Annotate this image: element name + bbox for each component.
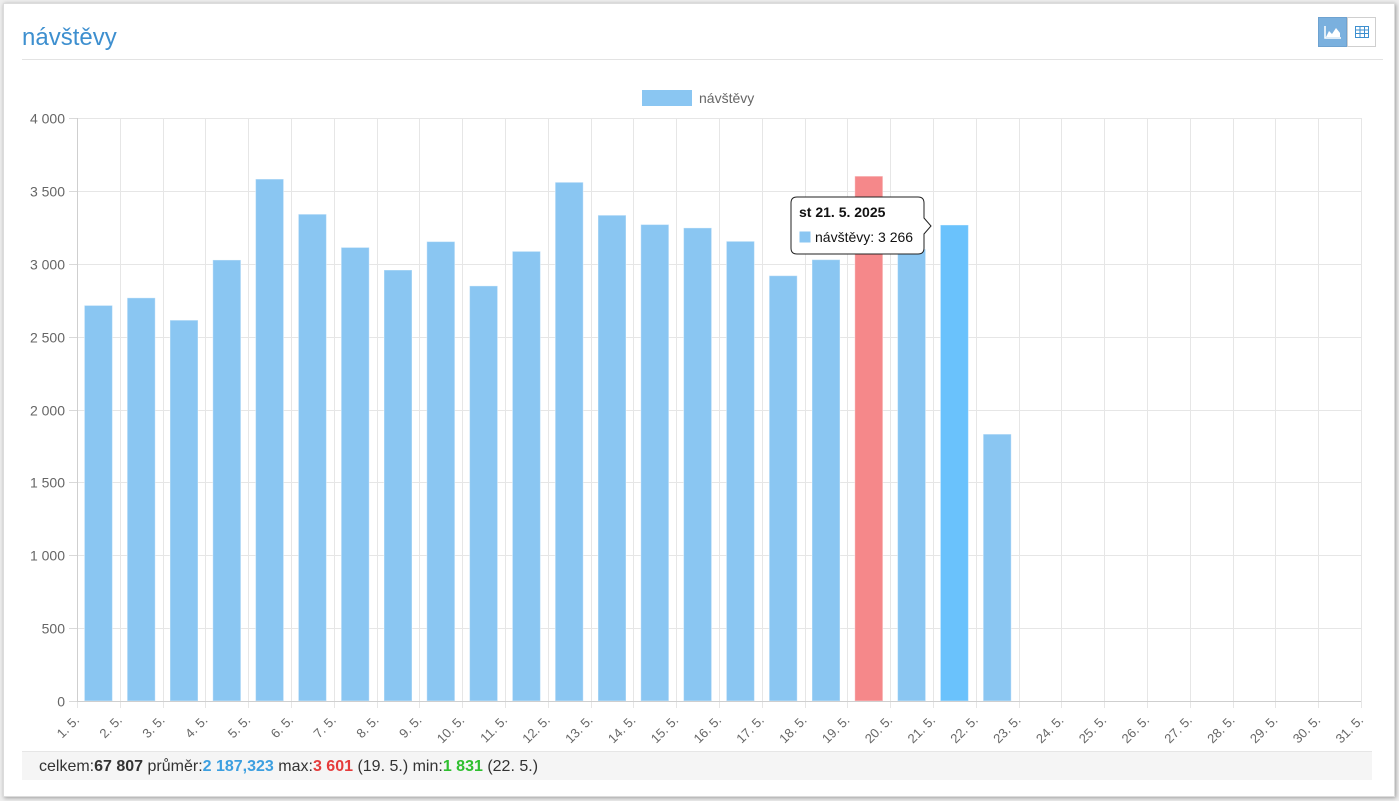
tooltip-box bbox=[790, 196, 932, 255]
legend-swatch bbox=[642, 90, 692, 106]
tooltip-swatch bbox=[798, 230, 812, 244]
chart-bar[interactable] bbox=[554, 181, 584, 702]
x-tick-label: 4. 5. bbox=[182, 713, 210, 741]
x-tick-label: 10. 5. bbox=[434, 713, 468, 747]
total-label: celkem: bbox=[39, 758, 95, 775]
chart-bar[interactable] bbox=[511, 250, 541, 702]
y-tick-label: 2 000 bbox=[30, 403, 65, 419]
x-tick-label: 11. 5. bbox=[477, 713, 510, 746]
x-tick-label: 15. 5. bbox=[648, 713, 682, 747]
title-divider bbox=[22, 59, 1383, 60]
chart-bar[interactable] bbox=[255, 178, 285, 702]
chart-legend[interactable]: návštěvy bbox=[642, 90, 754, 106]
min-value: 1 831 bbox=[442, 758, 483, 775]
y-tick-label: 4 000 bbox=[30, 111, 65, 127]
chart-bar[interactable] bbox=[383, 269, 413, 702]
chart-bar[interactable] bbox=[683, 227, 713, 702]
chart-bar[interactable] bbox=[982, 433, 1012, 702]
y-tick-label: 1 000 bbox=[30, 548, 65, 564]
max-date: (19. 5.) bbox=[357, 758, 409, 775]
area-chart-icon bbox=[1323, 26, 1341, 39]
total-value: 67 807 bbox=[94, 758, 144, 775]
chart-bar[interactable] bbox=[340, 246, 370, 702]
tooltip-title: st 21. 5. 2025 bbox=[799, 204, 886, 220]
x-tick-label: 6. 5. bbox=[268, 713, 296, 741]
chart-bar[interactable] bbox=[640, 224, 670, 702]
x-tick-label: 20. 5. bbox=[862, 713, 896, 747]
y-tick-label: 3 000 bbox=[30, 257, 65, 273]
x-tick-label: 27. 5. bbox=[1161, 713, 1195, 747]
panel-title: návštěvy bbox=[22, 24, 117, 51]
x-tick-label: 30. 5. bbox=[1290, 713, 1324, 747]
chart-bar[interactable] bbox=[725, 240, 755, 702]
chart-tooltip: st 21. 5. 2025 návštěvy: 3 266 bbox=[790, 196, 932, 255]
x-tick-label: 9. 5. bbox=[396, 713, 424, 741]
x-tick-label: 16. 5. bbox=[691, 713, 725, 747]
x-tick-label: 29. 5. bbox=[1247, 713, 1281, 747]
average-value: 2 187,323 bbox=[202, 758, 274, 775]
x-tick-label: 8. 5. bbox=[353, 713, 381, 741]
chart-bar[interactable] bbox=[939, 224, 969, 702]
x-tick-label: 1. 5. bbox=[54, 713, 82, 741]
chart-bar[interactable] bbox=[897, 248, 927, 702]
y-tick-label: 1 500 bbox=[30, 475, 65, 491]
chart-bar[interactable] bbox=[469, 285, 499, 702]
chart-bar[interactable] bbox=[426, 241, 456, 702]
x-tick-label: 31. 5. bbox=[1333, 713, 1367, 747]
x-tick-label: 12. 5. bbox=[519, 713, 553, 747]
x-tick-label: 17. 5. bbox=[733, 713, 767, 747]
bar-chart: 0 500 1 000 1 500 2 000 2 500 3 000 3 500 4 000 1… bbox=[30, 90, 1367, 747]
chart-bar[interactable] bbox=[297, 213, 327, 702]
min-date: (22. 5.) bbox=[487, 758, 539, 775]
x-tick-label: 13. 5. bbox=[562, 713, 596, 747]
x-tick-label: 18. 5. bbox=[776, 713, 810, 747]
x-tick-label: 28. 5. bbox=[1204, 713, 1238, 747]
chart-bar[interactable] bbox=[126, 297, 156, 702]
chart-bars bbox=[83, 175, 1012, 702]
x-tick-label: 23. 5. bbox=[990, 713, 1024, 747]
y-tick-label: 0 bbox=[57, 694, 65, 710]
average-label: průměr: bbox=[147, 758, 203, 775]
tooltip-label: návštěvy: 3 266 bbox=[815, 229, 913, 245]
y-tick-label: 500 bbox=[42, 621, 66, 637]
stats-footer: celkem:67 807 průměr:2 187,323 max:3 601… bbox=[22, 751, 1372, 780]
max-value: 3 601 bbox=[312, 758, 353, 775]
x-tick-label: 3. 5. bbox=[139, 713, 167, 741]
chart-bar[interactable] bbox=[169, 319, 199, 702]
x-tick-label: 22. 5. bbox=[947, 713, 981, 747]
chart-bar[interactable] bbox=[83, 304, 113, 702]
x-tick-label: 25. 5. bbox=[1076, 713, 1110, 747]
x-tick-label: 5. 5. bbox=[225, 713, 253, 741]
x-tick-label: 7. 5. bbox=[310, 713, 338, 741]
chart-bar[interactable] bbox=[854, 175, 884, 702]
chart-view-button[interactable] bbox=[1318, 17, 1347, 47]
x-tick-label: 2. 5. bbox=[96, 713, 124, 741]
chart-bar[interactable] bbox=[597, 214, 627, 702]
chart-bar[interactable] bbox=[768, 275, 798, 702]
legend-label: návštěvy bbox=[699, 90, 754, 106]
min-label: min: bbox=[412, 758, 443, 775]
chart-bar[interactable] bbox=[811, 259, 841, 702]
x-tick-label: 14. 5. bbox=[605, 713, 639, 747]
x-tick-label: 19. 5. bbox=[819, 713, 853, 747]
y-tick-label: 3 500 bbox=[30, 184, 65, 200]
x-tick-label: 26. 5. bbox=[1119, 713, 1153, 747]
chart-bar[interactable] bbox=[212, 259, 242, 702]
y-tick-label: 2 500 bbox=[30, 330, 65, 346]
x-tick-label: 24. 5. bbox=[1033, 713, 1067, 747]
x-tick-label: 21. 5. bbox=[905, 713, 939, 747]
table-icon bbox=[1354, 26, 1369, 38]
max-label: max: bbox=[278, 758, 313, 775]
table-view-button[interactable] bbox=[1347, 17, 1376, 47]
